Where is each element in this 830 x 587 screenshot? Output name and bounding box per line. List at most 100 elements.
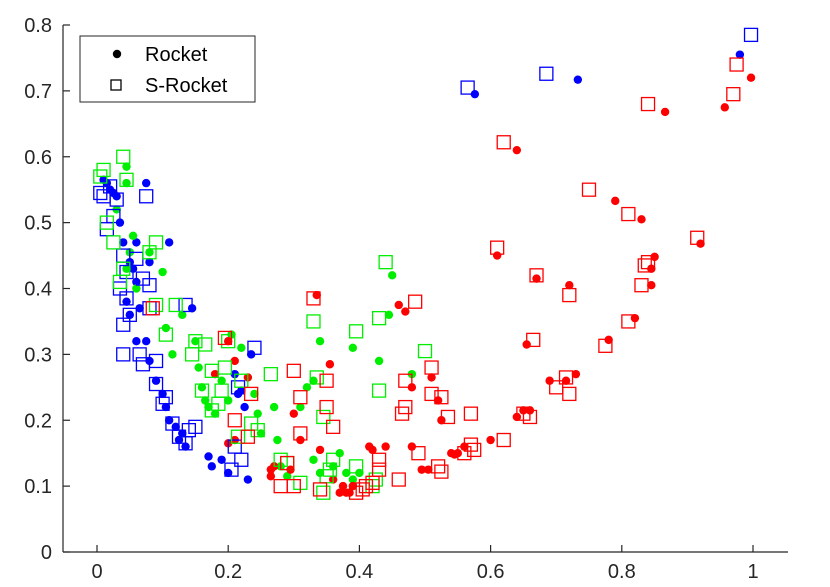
series-blue-rocket xyxy=(99,50,745,484)
data-point-square xyxy=(637,258,652,273)
data-point-square xyxy=(244,386,259,402)
data-point-square xyxy=(142,278,157,293)
y-tick-label: 0.8 xyxy=(24,15,52,37)
data-point-square xyxy=(690,230,705,245)
data-point-dot xyxy=(224,468,233,478)
data-point-dot xyxy=(132,238,141,247)
data-point-dot xyxy=(119,238,128,247)
data-point-dot xyxy=(217,455,226,464)
data-point-square xyxy=(408,294,423,309)
data-point-dot xyxy=(532,274,541,283)
data-point-square xyxy=(539,66,554,81)
data-point-square xyxy=(394,406,410,421)
legend-rocket-label: Rocket xyxy=(145,44,208,66)
data-point-dot xyxy=(204,452,213,461)
data-point-square xyxy=(93,169,108,184)
data-point-dot xyxy=(447,448,456,458)
data-point-square xyxy=(234,373,249,388)
data-point-square xyxy=(640,96,656,112)
data-point-dot xyxy=(161,402,171,412)
data-point-square xyxy=(562,287,577,303)
data-point-square xyxy=(286,363,301,378)
data-point-square xyxy=(247,340,262,355)
data-point-square xyxy=(106,235,121,250)
data-point-dot xyxy=(122,162,131,171)
data-point-square xyxy=(640,254,656,270)
y-tick-label: 0.1 xyxy=(24,476,52,498)
data-point-square xyxy=(142,245,157,260)
data-point-dot xyxy=(135,304,144,313)
y-tick-label: 0.5 xyxy=(24,213,52,235)
x-axis-ticks: 0 0.2 0.4 0.6 0.8 1 xyxy=(91,545,759,583)
data-point-square xyxy=(581,182,597,197)
data-point-square xyxy=(529,268,544,283)
data-point-dot xyxy=(302,383,312,392)
data-point-dot xyxy=(273,435,282,445)
data-point-square xyxy=(562,386,577,402)
x-tick-label: 0.4 xyxy=(345,561,373,583)
data-point-square xyxy=(316,409,331,425)
data-point-square xyxy=(148,353,164,369)
data-point-square xyxy=(326,419,341,434)
data-point-square xyxy=(293,426,308,441)
legend: Rocket S-Rocket xyxy=(79,35,256,103)
data-point-dot xyxy=(253,409,262,418)
data-point-dot xyxy=(486,435,495,445)
data-point-square xyxy=(743,27,759,43)
data-point-square xyxy=(371,452,387,467)
data-point-square xyxy=(116,347,131,362)
data-point-square xyxy=(280,455,295,471)
data-point-dot xyxy=(374,356,384,366)
data-point-dot xyxy=(145,248,154,257)
data-point-square xyxy=(460,80,475,95)
data-point-dot xyxy=(401,307,410,316)
data-point-dot xyxy=(128,231,138,240)
data-point-square xyxy=(132,347,147,362)
data-point-dot xyxy=(142,337,151,346)
data-point-dot xyxy=(325,360,335,369)
data-point-dot xyxy=(237,343,246,352)
data-point-dot xyxy=(388,271,397,280)
data-point-dot xyxy=(289,409,298,418)
data-point-dot xyxy=(230,356,239,366)
data-point-dot xyxy=(269,402,279,412)
data-point-square xyxy=(496,135,511,150)
data-point-square xyxy=(558,370,574,385)
data-point-square xyxy=(217,330,233,346)
data-point-square xyxy=(109,192,124,207)
data-point-square xyxy=(526,332,541,348)
data-point-square xyxy=(224,462,239,477)
data-point-square xyxy=(312,482,328,497)
data-point-square xyxy=(621,314,636,329)
data-point-square xyxy=(424,386,439,402)
data-point-square xyxy=(496,432,511,448)
data-point-dot xyxy=(171,422,180,432)
data-point-dot xyxy=(243,475,253,484)
data-point-dot xyxy=(142,178,151,188)
data-point-dot xyxy=(470,89,480,99)
data-point-dot xyxy=(735,50,745,59)
data-point-square xyxy=(178,297,193,313)
y-tick-label: 0.4 xyxy=(24,279,52,301)
data-point-square xyxy=(145,301,160,316)
data-point-dot xyxy=(250,389,259,399)
data-point-dot xyxy=(224,337,233,346)
data-point-dot xyxy=(637,215,646,224)
data-point-square xyxy=(348,459,364,474)
data-point-dot xyxy=(417,465,426,474)
data-point-dot xyxy=(158,389,167,399)
data-point-dot xyxy=(197,383,207,392)
data-point-square xyxy=(119,291,134,306)
data-point-dot xyxy=(348,475,358,484)
data-point-square xyxy=(234,452,249,467)
data-point-dot xyxy=(181,442,190,451)
data-point-square xyxy=(434,390,449,405)
data-point-square xyxy=(155,396,170,411)
data-point-dot xyxy=(335,488,344,497)
data-point-square xyxy=(319,373,334,388)
data-point-dot xyxy=(312,290,321,300)
data-point-square xyxy=(326,452,341,467)
data-point-dot xyxy=(122,178,131,188)
data-point-dot xyxy=(210,369,220,379)
data-point-square xyxy=(119,172,134,187)
